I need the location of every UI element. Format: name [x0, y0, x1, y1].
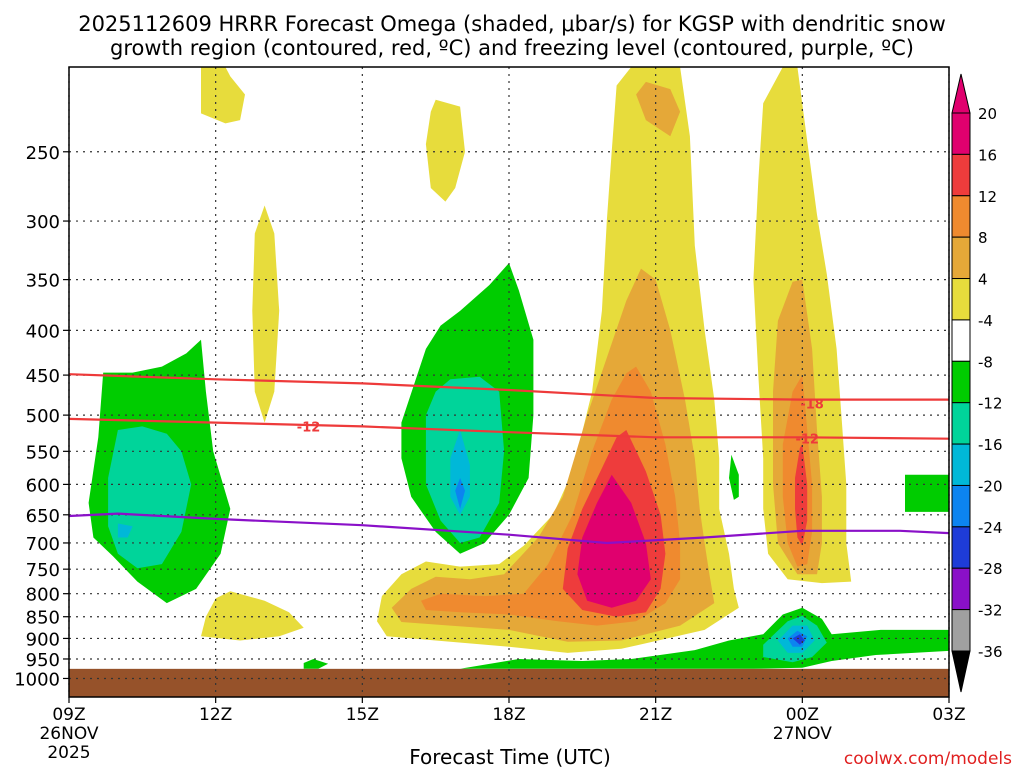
- colorbar-bin-0: [951, 112, 971, 155]
- colorbar-bin-2: [951, 195, 971, 238]
- omega-region-0: [103, 67, 245, 124]
- xtick-label-03Z: 03Z: [932, 705, 965, 725]
- contour-lines: -12 -18 -12: [68, 373, 950, 545]
- xtick-label-18Z: 18Z: [492, 705, 525, 725]
- colorbar-label-2: 8: [978, 229, 988, 247]
- omega-region-16: [117, 523, 133, 538]
- ground-block: [69, 668, 949, 697]
- x-axis-label: Forecast Time (UTC): [409, 745, 611, 768]
- colorbar-label-bottom: -36: [978, 643, 1003, 661]
- colorbar-bin-9: [951, 484, 971, 528]
- colorbar-label-4: -4: [978, 312, 993, 330]
- colorbar-bin-7: [951, 402, 971, 445]
- xtick-label-12Z: 12Z: [199, 705, 232, 725]
- omega-region-5: [201, 591, 304, 641]
- colorbar-bin-6: [951, 360, 971, 404]
- credit-text: coolwx.com/models: [844, 749, 1012, 768]
- ytick-label-300: 300: [26, 212, 60, 233]
- ytick-label-500: 500: [26, 406, 60, 427]
- contour-line-2: [68, 512, 950, 545]
- omega-region-6: [636, 81, 681, 137]
- ytick-label-550: 550: [26, 442, 60, 463]
- colorbar-label-9: -24: [978, 519, 1003, 537]
- chart-title-line1: 2025112609 HRRR Forecast Omega (shaded, …: [78, 12, 946, 36]
- omega-region-22: [905, 474, 949, 512]
- ytick-label-900: 900: [26, 629, 60, 650]
- colorbar-label-1: 12: [978, 188, 997, 206]
- xtick-label-15Z: 15Z: [346, 705, 379, 725]
- colorbar-bottom-arrow: [951, 650, 971, 693]
- colorbar-bin-5: [951, 319, 971, 362]
- omega-region-2: [252, 205, 280, 423]
- plot-area: [69, 67, 949, 697]
- colorbar-bin-11: [951, 567, 971, 611]
- colorbar-bin-8: [951, 443, 971, 486]
- colorbar-label-5: -8: [978, 353, 993, 371]
- contour-label-2: -12: [795, 433, 819, 448]
- ytick-label-350: 350: [26, 271, 60, 292]
- omega-region-20: [455, 478, 465, 509]
- xtick-label-00Z: 00Z: [786, 705, 819, 725]
- ytick-label-450: 450: [26, 366, 60, 387]
- omega-region-12: [795, 444, 808, 546]
- contour-label-0: -12: [297, 420, 321, 435]
- colorbar-label-7: -16: [978, 436, 1003, 454]
- xtick-label-09Z: 09Z: [52, 705, 85, 725]
- omega-region-1: [425, 99, 465, 202]
- colorbar-label-3: 4: [978, 271, 988, 289]
- xtick-label-21Z: 21Z: [639, 705, 672, 725]
- axes: 2503003504004505005506006507007508008509…: [14, 143, 965, 763]
- ytick-label-850: 850: [26, 608, 60, 629]
- ytick-label-950: 950: [26, 650, 60, 671]
- colorbar-bin-3: [951, 236, 971, 280]
- omega-region-13: [577, 474, 651, 608]
- chart-title-line2: growth region (contoured, red, ºC) and f…: [110, 36, 914, 60]
- date-label-0-0: 26NOV: [39, 724, 98, 744]
- colorbar-label-10: -28: [978, 560, 1003, 578]
- colorbar-bin-1: [951, 153, 971, 197]
- ytick-label-400: 400: [26, 321, 60, 342]
- ytick-label-800: 800: [26, 585, 60, 606]
- colorbar-top-arrow: [951, 73, 971, 114]
- date-label-1-0: 27NOV: [773, 724, 832, 744]
- colorbar-label-top: 20: [978, 105, 997, 123]
- omega-region-23: [303, 659, 329, 669]
- colorbar: 20 16 12 8 4 -4 -8 -12 -16 -20 -24 -28 -32 -36: [951, 73, 1003, 693]
- contour-line-1: [68, 417, 950, 440]
- colorbar-bin-4: [951, 278, 971, 321]
- contour-label-1: -18: [800, 398, 824, 413]
- ytick-label-1000: 1000: [14, 669, 60, 690]
- ytick-label-750: 750: [26, 560, 60, 581]
- contour-line-0: [68, 373, 949, 401]
- colorbar-label-11: -32: [978, 602, 1003, 620]
- ytick-label-600: 600: [26, 475, 60, 496]
- colorbar-label-0: 16: [978, 146, 997, 164]
- omega-region-24: [460, 607, 949, 669]
- ytick-label-700: 700: [26, 534, 60, 555]
- omega-region-21: [729, 454, 739, 500]
- ytick-label-650: 650: [26, 506, 60, 527]
- colorbar-bin-10: [951, 526, 971, 569]
- date-label-0-1: 2025: [47, 743, 90, 763]
- ytick-label-250: 250: [26, 143, 60, 164]
- colorbar-label-8: -20: [978, 477, 1003, 495]
- colorbar-label-6: -12: [978, 395, 1003, 413]
- colorbar-bin-12: [951, 609, 971, 652]
